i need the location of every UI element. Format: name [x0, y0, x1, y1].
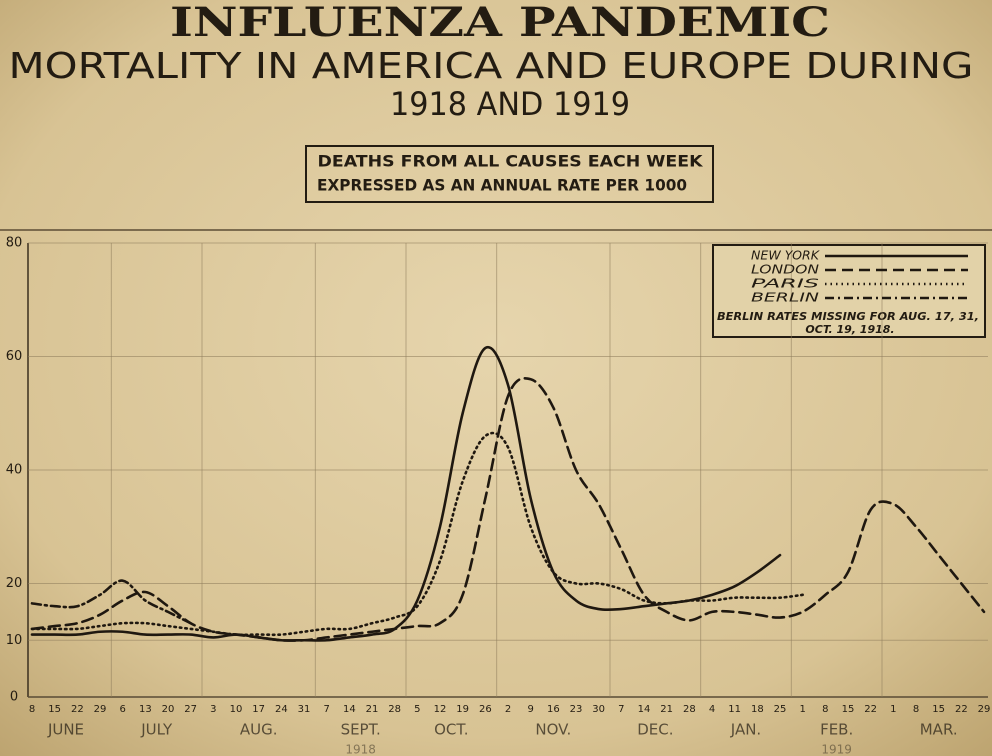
legend-label: BERLIN	[751, 291, 819, 305]
x-tick-label: 9	[527, 704, 533, 715]
x-tick-label: 30	[592, 704, 605, 715]
x-tick-label: 4	[709, 704, 715, 715]
note-line: EXPRESSED AS AN ANNUAL RATE PER 1000	[317, 176, 687, 195]
x-tick-label: 24	[275, 704, 288, 715]
x-tick-label: 1	[890, 704, 896, 715]
legend-note: OCT. 19, 1918.	[805, 323, 894, 336]
year-label: 1919	[821, 743, 852, 756]
series-line	[30, 431, 804, 637]
note-box	[305, 145, 714, 203]
x-tick-label: 13	[139, 704, 152, 715]
year-label: 1918	[345, 743, 376, 756]
y-tick-label: 0	[10, 690, 18, 705]
x-tick-label: 2	[505, 704, 511, 715]
month-label: NOV.	[535, 721, 571, 739]
x-tick-label: 11	[728, 704, 741, 715]
x-tick-label: 12	[434, 704, 447, 715]
x-tick-label: 22	[71, 704, 84, 715]
x-tick-label: 16	[547, 704, 560, 715]
month-label: SEPT.	[341, 721, 381, 739]
x-tick-label: 19	[456, 704, 469, 715]
x-tick-label: 23	[570, 704, 583, 715]
month-label: FEB.	[820, 721, 853, 739]
y-tick-label: 60	[6, 349, 23, 364]
chart-title: INFLUENZA PANDEMIC	[170, 0, 830, 46]
x-tick-label: 3	[210, 704, 216, 715]
legend-box	[712, 244, 986, 338]
x-tick-label: 20	[162, 704, 175, 715]
x-tick-label: 7	[618, 704, 624, 715]
legend-label: NEW YORK	[751, 249, 820, 263]
x-tick-label: 22	[864, 704, 877, 715]
legend-note: BERLIN RATES MISSING FOR AUG. 17, 31,	[717, 310, 979, 323]
x-tick-label: 14	[638, 704, 651, 715]
y-tick-label: 10	[6, 633, 23, 648]
y-tick-label: 80	[6, 236, 23, 251]
x-tick-label: 7	[323, 704, 329, 715]
x-tick-label: 15	[932, 704, 945, 715]
x-tick-label: 25	[774, 704, 787, 715]
x-tick-label: 1	[799, 704, 805, 715]
x-tick-label: 21	[660, 704, 673, 715]
x-tick-label: 14	[343, 704, 356, 715]
x-tick-label: 5	[414, 704, 420, 715]
month-label: MAR.	[920, 721, 958, 739]
series-line	[30, 345, 782, 642]
x-tick-label: 17	[252, 704, 265, 715]
x-tick-label: 8	[822, 704, 828, 715]
series-line	[30, 579, 192, 625]
x-tick-label: 29	[978, 704, 991, 715]
x-tick-label: 6	[119, 704, 125, 715]
x-tick-label: 8	[29, 704, 35, 715]
month-label: JULY	[140, 721, 173, 739]
x-tick-label: 26	[479, 704, 492, 715]
legend-label: PARIS	[751, 277, 820, 291]
x-tick-label: 22	[955, 704, 968, 715]
x-tick-label: 28	[683, 704, 696, 715]
month-label: JAN.	[730, 721, 761, 739]
x-tick-label: 21	[366, 704, 379, 715]
month-label: OCT.	[434, 721, 468, 739]
x-tick-label: 28	[388, 704, 401, 715]
y-tick-label: 40	[6, 463, 23, 478]
note-line: DEATHS FROM ALL CAUSES EACH WEEK	[318, 152, 704, 171]
month-label: JUNE	[47, 721, 84, 739]
x-tick-label: 29	[94, 704, 107, 715]
x-tick-label: 31	[298, 704, 311, 715]
x-tick-label: 15	[842, 704, 855, 715]
chart-subtitle: MORTALITY IN AMERICA AND EUROPE DURING	[9, 46, 974, 87]
month-label: DEC.	[637, 721, 673, 739]
y-tick-label: 20	[6, 576, 23, 591]
x-tick-label: 27	[184, 704, 197, 715]
subtitle-years: 1918 AND 1919	[390, 85, 630, 123]
x-tick-label: 15	[48, 704, 61, 715]
month-label: AUG.	[240, 721, 278, 739]
legend-label: LONDON	[751, 263, 819, 277]
x-tick-label: 10	[230, 704, 243, 715]
x-tick-label: 18	[751, 704, 764, 715]
x-tick-label: 8	[913, 704, 919, 715]
